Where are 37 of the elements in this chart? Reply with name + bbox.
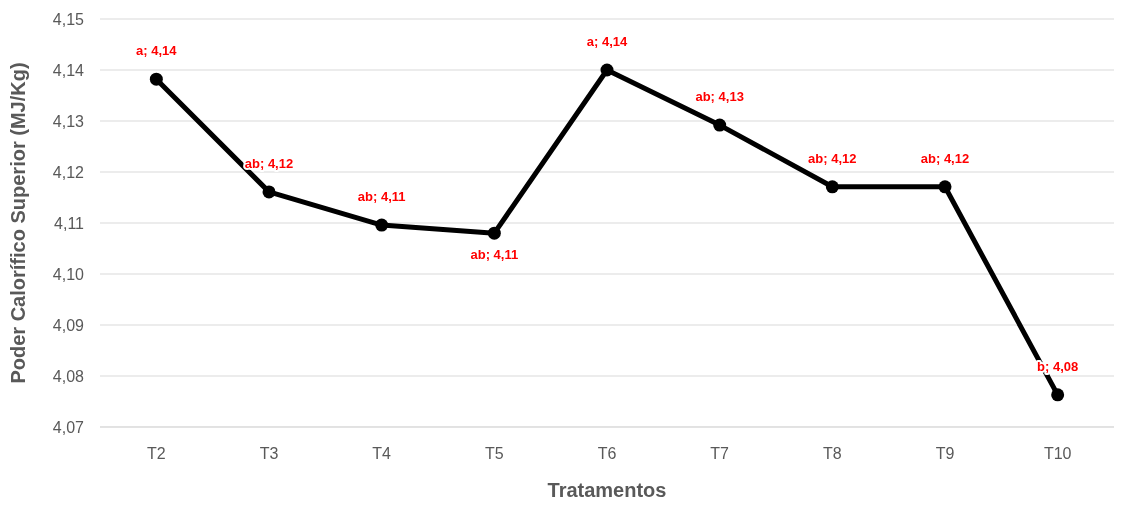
- y-tick-label: 4,11: [54, 214, 85, 232]
- x-tick-label: T9: [935, 445, 955, 462]
- x-tick-label: T8: [823, 445, 842, 462]
- y-tick-label: 4,07: [52, 418, 85, 436]
- point: [262, 185, 276, 199]
- y-tick-label: 4,12: [52, 163, 85, 181]
- point: [487, 226, 501, 240]
- y-tick-label: 4,08: [52, 367, 85, 385]
- y-axis-title: Poder Calorífico Superior (MJ/Kg): [7, 62, 29, 384]
- point: [149, 72, 163, 86]
- point: [1051, 388, 1065, 402]
- x-tick-label: T5: [485, 445, 504, 462]
- x-tick-label: T10: [1043, 445, 1072, 462]
- data-label: ab; 4,11: [357, 189, 406, 205]
- point: [938, 180, 952, 194]
- y-tick-label: 4,15: [52, 10, 85, 28]
- y-tick-label: 4,10: [52, 265, 85, 283]
- y-tick-label: 4,14: [52, 61, 85, 79]
- x-tick-label: T3: [259, 445, 279, 462]
- data-label: a; 4,14: [136, 43, 178, 59]
- data-label: ab; 4,13: [695, 89, 744, 105]
- x-tick-label: T6: [597, 445, 617, 462]
- point: [600, 63, 614, 77]
- point: [825, 180, 839, 194]
- x-tick-label: T7: [710, 445, 730, 462]
- data-label: ab; 4,12: [808, 150, 857, 166]
- data-label: a; 4,14: [586, 34, 628, 49]
- data-label: ab; 4,12: [920, 150, 970, 166]
- x-axis-title: Tratamentos: [547, 479, 667, 501]
- data-label: ab; 4,12: [244, 155, 294, 171]
- point: [375, 218, 389, 232]
- point: [713, 118, 727, 132]
- y-tick-label: 4,09: [52, 316, 85, 334]
- x-tick-label: T2: [147, 445, 166, 462]
- data-label: ab; 4,11: [470, 247, 519, 263]
- x-tick-label: T4: [372, 445, 392, 462]
- y-tick-label: 4,13: [52, 112, 85, 130]
